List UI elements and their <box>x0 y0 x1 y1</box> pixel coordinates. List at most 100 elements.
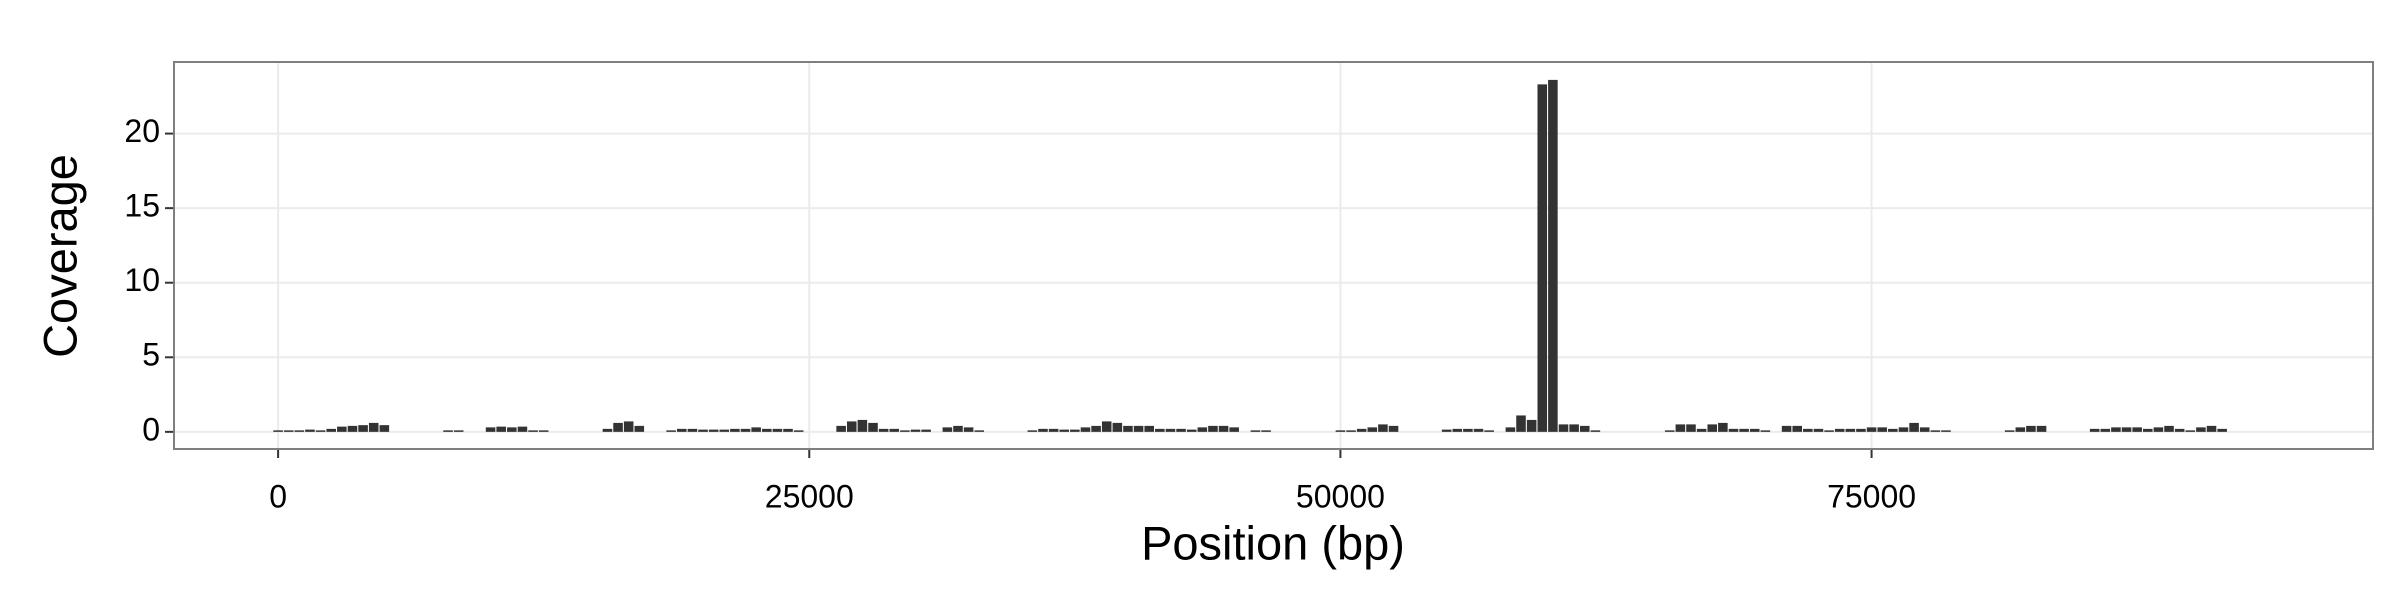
bar <box>1696 428 1707 432</box>
bar <box>1664 430 1675 432</box>
bar <box>836 425 846 432</box>
bar <box>1059 429 1070 432</box>
bar <box>2164 425 2174 432</box>
y-tick-label: 10 <box>124 262 160 298</box>
bar <box>1123 425 1133 432</box>
bar <box>719 429 730 432</box>
bar <box>1813 428 1824 432</box>
bar <box>687 428 698 432</box>
bar <box>443 430 453 432</box>
bar <box>528 430 538 432</box>
bar <box>1441 429 1452 432</box>
bar <box>1930 430 1941 432</box>
bar <box>793 430 804 432</box>
bar <box>1208 425 1218 432</box>
bar <box>1516 415 1526 432</box>
bar <box>379 425 390 432</box>
bar <box>1888 428 1898 432</box>
bar <box>1686 424 1696 432</box>
bar <box>1781 425 1792 432</box>
bar <box>1229 427 1239 432</box>
bar <box>283 430 294 432</box>
bar <box>507 427 517 432</box>
bar <box>1186 429 1197 432</box>
bar <box>1346 430 1356 432</box>
bar <box>1133 425 1144 432</box>
bar <box>1909 422 1919 432</box>
bar <box>453 430 464 432</box>
bar <box>1579 425 1590 432</box>
bar <box>942 427 953 432</box>
bar <box>602 428 613 432</box>
bar <box>963 427 974 432</box>
bar <box>772 428 783 432</box>
bar <box>326 428 337 432</box>
bar <box>2026 425 2036 432</box>
bar <box>1834 428 1845 432</box>
y-tick-label: 20 <box>124 113 160 149</box>
bar <box>1675 424 1686 432</box>
bar <box>538 430 549 432</box>
bar <box>1335 430 1346 432</box>
bar <box>1388 425 1399 432</box>
bar <box>1824 430 1834 432</box>
bar <box>2217 428 2227 432</box>
bar <box>1558 424 1569 432</box>
x-tick-label: 50000 <box>1296 478 1385 514</box>
bar <box>698 429 708 432</box>
bar <box>1356 428 1367 432</box>
bar <box>1250 430 1261 432</box>
bar <box>1473 428 1484 432</box>
bar <box>740 428 751 432</box>
bar <box>2121 427 2132 432</box>
bar <box>878 428 889 432</box>
bar <box>2206 425 2217 432</box>
bar <box>294 430 305 432</box>
bar <box>1526 419 1537 432</box>
bar <box>2132 427 2142 432</box>
bar <box>1718 422 1728 432</box>
bar <box>1048 428 1059 432</box>
bar <box>1144 425 1154 432</box>
bar <box>1548 79 1558 432</box>
bar <box>1197 427 1208 432</box>
bar <box>1728 428 1739 432</box>
bar <box>2089 428 2100 432</box>
bar <box>846 421 857 432</box>
bar <box>953 425 963 432</box>
bar <box>2111 427 2121 432</box>
bar <box>1569 424 1579 432</box>
bar <box>974 430 985 432</box>
bar <box>1866 427 1877 432</box>
bar <box>2185 430 2196 432</box>
bar <box>868 422 878 432</box>
bar <box>358 425 368 432</box>
bar <box>1165 428 1176 432</box>
bar <box>1101 421 1112 432</box>
y-tick-label: 15 <box>124 188 160 224</box>
bar <box>1484 430 1494 432</box>
x-tick-label: 25000 <box>765 478 854 514</box>
bar <box>613 422 623 432</box>
panel-border <box>173 61 2374 450</box>
bar <box>857 419 868 432</box>
bar <box>1877 427 1887 432</box>
bar <box>677 428 687 432</box>
bar <box>1218 425 1229 432</box>
bar <box>1856 428 1866 432</box>
bar <box>1378 424 1388 432</box>
bar <box>368 422 379 432</box>
bar <box>1537 84 1548 432</box>
bar <box>1176 428 1186 432</box>
bar <box>305 429 315 432</box>
x-axis-title: Position (bp) <box>1141 516 1405 569</box>
bar <box>751 427 761 432</box>
bar <box>783 428 793 432</box>
bar <box>730 428 740 432</box>
bar <box>910 429 921 432</box>
bar <box>517 426 528 432</box>
bar <box>2196 427 2206 432</box>
bar <box>2153 427 2164 432</box>
bar <box>2036 425 2047 432</box>
bar <box>900 430 910 432</box>
